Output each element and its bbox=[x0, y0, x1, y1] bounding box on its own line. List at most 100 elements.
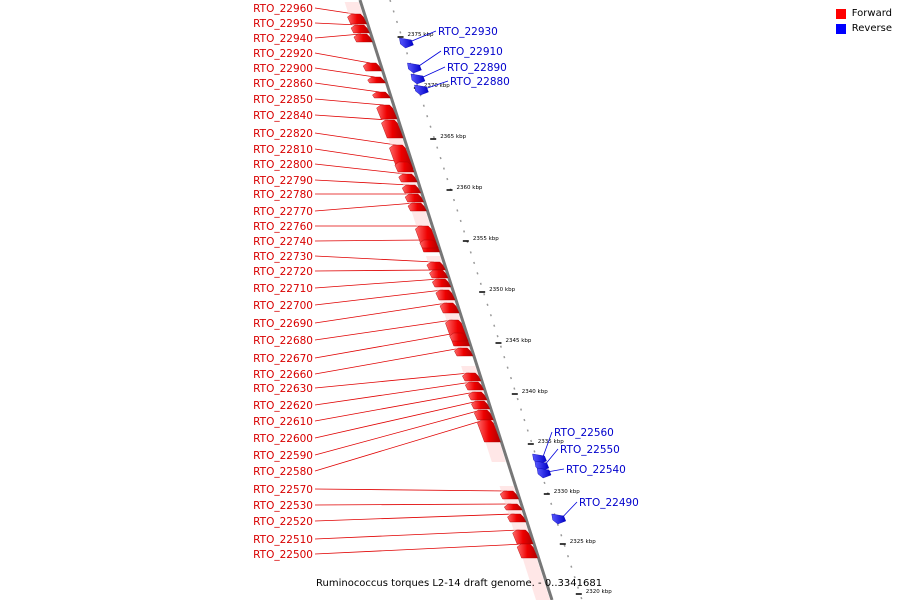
forward-swatch bbox=[835, 8, 846, 19]
ruler-tick-label: 2345 kbp bbox=[505, 338, 531, 344]
forward-gene[interactable] bbox=[435, 289, 456, 301]
forward-gene-label[interactable]: RTO_22730 bbox=[253, 251, 313, 263]
forward-gene-label[interactable]: RTO_22950 bbox=[253, 18, 313, 30]
reverse-gene-label[interactable]: RTO_22490 bbox=[579, 497, 639, 509]
reverse-gene[interactable] bbox=[410, 73, 426, 85]
forward-gene[interactable] bbox=[468, 391, 488, 401]
reverse-gene-label[interactable]: RTO_22550 bbox=[560, 444, 620, 456]
forward-gene[interactable] bbox=[499, 490, 520, 500]
forward-gene[interactable] bbox=[376, 104, 398, 120]
forward-gene-label[interactable]: RTO_22780 bbox=[253, 189, 313, 201]
forward-gene[interactable] bbox=[407, 202, 427, 212]
forward-gene-label[interactable]: RTO_22960 bbox=[253, 3, 313, 15]
forward-gene-label[interactable]: RTO_22790 bbox=[253, 175, 313, 187]
forward-gene-label[interactable]: RTO_22690 bbox=[253, 318, 313, 330]
forward-gene[interactable] bbox=[464, 381, 485, 391]
reverse-gene-label[interactable]: RTO_22560 bbox=[554, 427, 614, 439]
reverse-gene-label[interactable]: RTO_22910 bbox=[443, 46, 503, 58]
forward-gene[interactable] bbox=[372, 91, 391, 99]
forward-gene[interactable] bbox=[404, 193, 424, 203]
gene-connector bbox=[314, 22, 359, 26]
gene-connector bbox=[314, 488, 508, 492]
gene-connector bbox=[314, 289, 443, 306]
forward-gene-label[interactable]: RTO_22610 bbox=[253, 416, 313, 428]
forward-gene-label[interactable]: RTO_22840 bbox=[253, 110, 313, 122]
forward-gene[interactable] bbox=[439, 302, 460, 314]
forward-gene[interactable] bbox=[362, 62, 383, 72]
map-caption: Ruminococcus torques L2-14 draft genome.… bbox=[316, 578, 603, 589]
legend-forward: Forward bbox=[835, 8, 892, 19]
forward-gene[interactable] bbox=[477, 419, 501, 443]
forward-gene-label[interactable]: RTO_22570 bbox=[253, 484, 313, 496]
forward-gene-label[interactable]: RTO_22850 bbox=[253, 94, 313, 106]
forward-gene-label[interactable]: RTO_22660 bbox=[253, 369, 313, 381]
forward-gene[interactable] bbox=[471, 400, 491, 410]
forward-gene[interactable] bbox=[449, 332, 469, 342]
forward-gene-label[interactable]: RTO_22630 bbox=[253, 383, 313, 395]
forward-gene[interactable] bbox=[367, 76, 386, 84]
forward-gene-label[interactable]: RTO_22720 bbox=[253, 266, 313, 278]
reverse-gene[interactable] bbox=[551, 513, 567, 525]
ruler-tick-label: 2330 kbp bbox=[554, 489, 580, 495]
gene-connector bbox=[314, 52, 371, 64]
reverse-gene-label[interactable]: RTO_22930 bbox=[438, 26, 498, 38]
forward-gene[interactable] bbox=[419, 239, 439, 249]
gene-connector bbox=[314, 98, 384, 106]
forward-gene[interactable] bbox=[401, 184, 422, 194]
reverse-gene[interactable] bbox=[399, 37, 414, 49]
gene-connector bbox=[314, 255, 434, 263]
forward-gene-label[interactable]: RTO_22580 bbox=[253, 466, 313, 478]
reverse-gene-label[interactable]: RTO_22540 bbox=[566, 464, 626, 476]
legend-forward-label: Forward bbox=[851, 8, 892, 19]
gene-connector bbox=[314, 114, 389, 121]
reverse-gene-label[interactable]: RTO_22880 bbox=[450, 76, 510, 88]
forward-gene[interactable] bbox=[398, 173, 418, 183]
forward-gene-label[interactable]: RTO_22680 bbox=[253, 335, 313, 347]
forward-gene[interactable] bbox=[507, 513, 527, 523]
ruler-tick-label: 2365 kbp bbox=[440, 134, 466, 140]
forward-gene-label[interactable]: RTO_22590 bbox=[253, 450, 313, 462]
forward-gene-label[interactable]: RTO_22710 bbox=[253, 283, 313, 295]
forward-gene-label[interactable]: RTO_22620 bbox=[253, 400, 313, 412]
forward-gene-label[interactable]: RTO_22740 bbox=[253, 236, 313, 248]
forward-gene-label[interactable]: RTO_22500 bbox=[253, 549, 313, 561]
reverse-gene[interactable] bbox=[414, 84, 429, 96]
forward-gene[interactable] bbox=[353, 33, 373, 43]
forward-gene-label[interactable]: RTO_22800 bbox=[253, 159, 313, 171]
forward-gene-label[interactable]: RTO_22530 bbox=[253, 500, 313, 512]
forward-gene[interactable] bbox=[516, 543, 538, 559]
gene-connector bbox=[314, 202, 415, 212]
forward-gene-label[interactable]: RTO_22860 bbox=[253, 78, 313, 90]
forward-gene-label[interactable]: RTO_22670 bbox=[253, 353, 313, 365]
forward-gene[interactable] bbox=[454, 347, 474, 357]
forward-gene[interactable] bbox=[426, 261, 446, 271]
forward-gene-label[interactable]: RTO_22520 bbox=[253, 516, 313, 528]
gene-connector bbox=[314, 163, 406, 175]
forward-gene-label[interactable]: RTO_22600 bbox=[253, 433, 313, 445]
forward-gene-label[interactable]: RTO_22920 bbox=[253, 48, 313, 60]
forward-gene-label[interactable]: RTO_22900 bbox=[253, 63, 313, 75]
forward-gene-label[interactable]: RTO_22760 bbox=[253, 221, 313, 233]
forward-gene-label[interactable]: RTO_22700 bbox=[253, 300, 313, 312]
forward-gene[interactable] bbox=[350, 24, 370, 34]
forward-gene-label[interactable]: RTO_22770 bbox=[253, 206, 313, 218]
reverse-gene-label[interactable]: RTO_22890 bbox=[447, 62, 507, 74]
forward-gene[interactable] bbox=[394, 161, 415, 173]
reverse-gene[interactable] bbox=[407, 62, 422, 74]
ruler-tick-label: 2325 kbp bbox=[570, 539, 596, 545]
forward-gene-label[interactable]: RTO_22810 bbox=[253, 144, 313, 156]
gene-connector bbox=[314, 33, 361, 39]
forward-gene[interactable] bbox=[347, 13, 367, 25]
forward-gene[interactable] bbox=[462, 372, 482, 382]
forward-gene-label[interactable]: RTO_22510 bbox=[253, 534, 313, 546]
forward-gene-label[interactable]: RTO_22940 bbox=[253, 33, 313, 45]
reverse-gene[interactable] bbox=[536, 467, 552, 479]
forward-gene[interactable] bbox=[512, 529, 534, 545]
forward-gene[interactable] bbox=[381, 119, 404, 139]
gene-connector bbox=[314, 239, 427, 242]
forward-gene[interactable] bbox=[504, 503, 523, 511]
forward-gene[interactable] bbox=[432, 278, 452, 288]
forward-gene-label[interactable]: RTO_22820 bbox=[253, 128, 313, 140]
forward-gene[interactable] bbox=[429, 269, 449, 279]
forward-gene[interactable] bbox=[473, 409, 494, 421]
